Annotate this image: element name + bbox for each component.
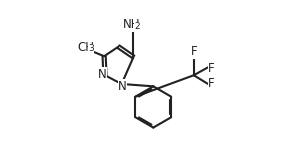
Text: 2: 2 [134, 22, 140, 31]
Text: F: F [190, 45, 197, 58]
Text: N: N [118, 80, 127, 93]
Text: 3: 3 [88, 44, 94, 53]
Text: F: F [208, 77, 215, 90]
Text: F: F [208, 62, 215, 75]
Text: CH: CH [77, 40, 94, 53]
Text: N: N [98, 68, 106, 81]
Text: NH: NH [123, 18, 141, 31]
